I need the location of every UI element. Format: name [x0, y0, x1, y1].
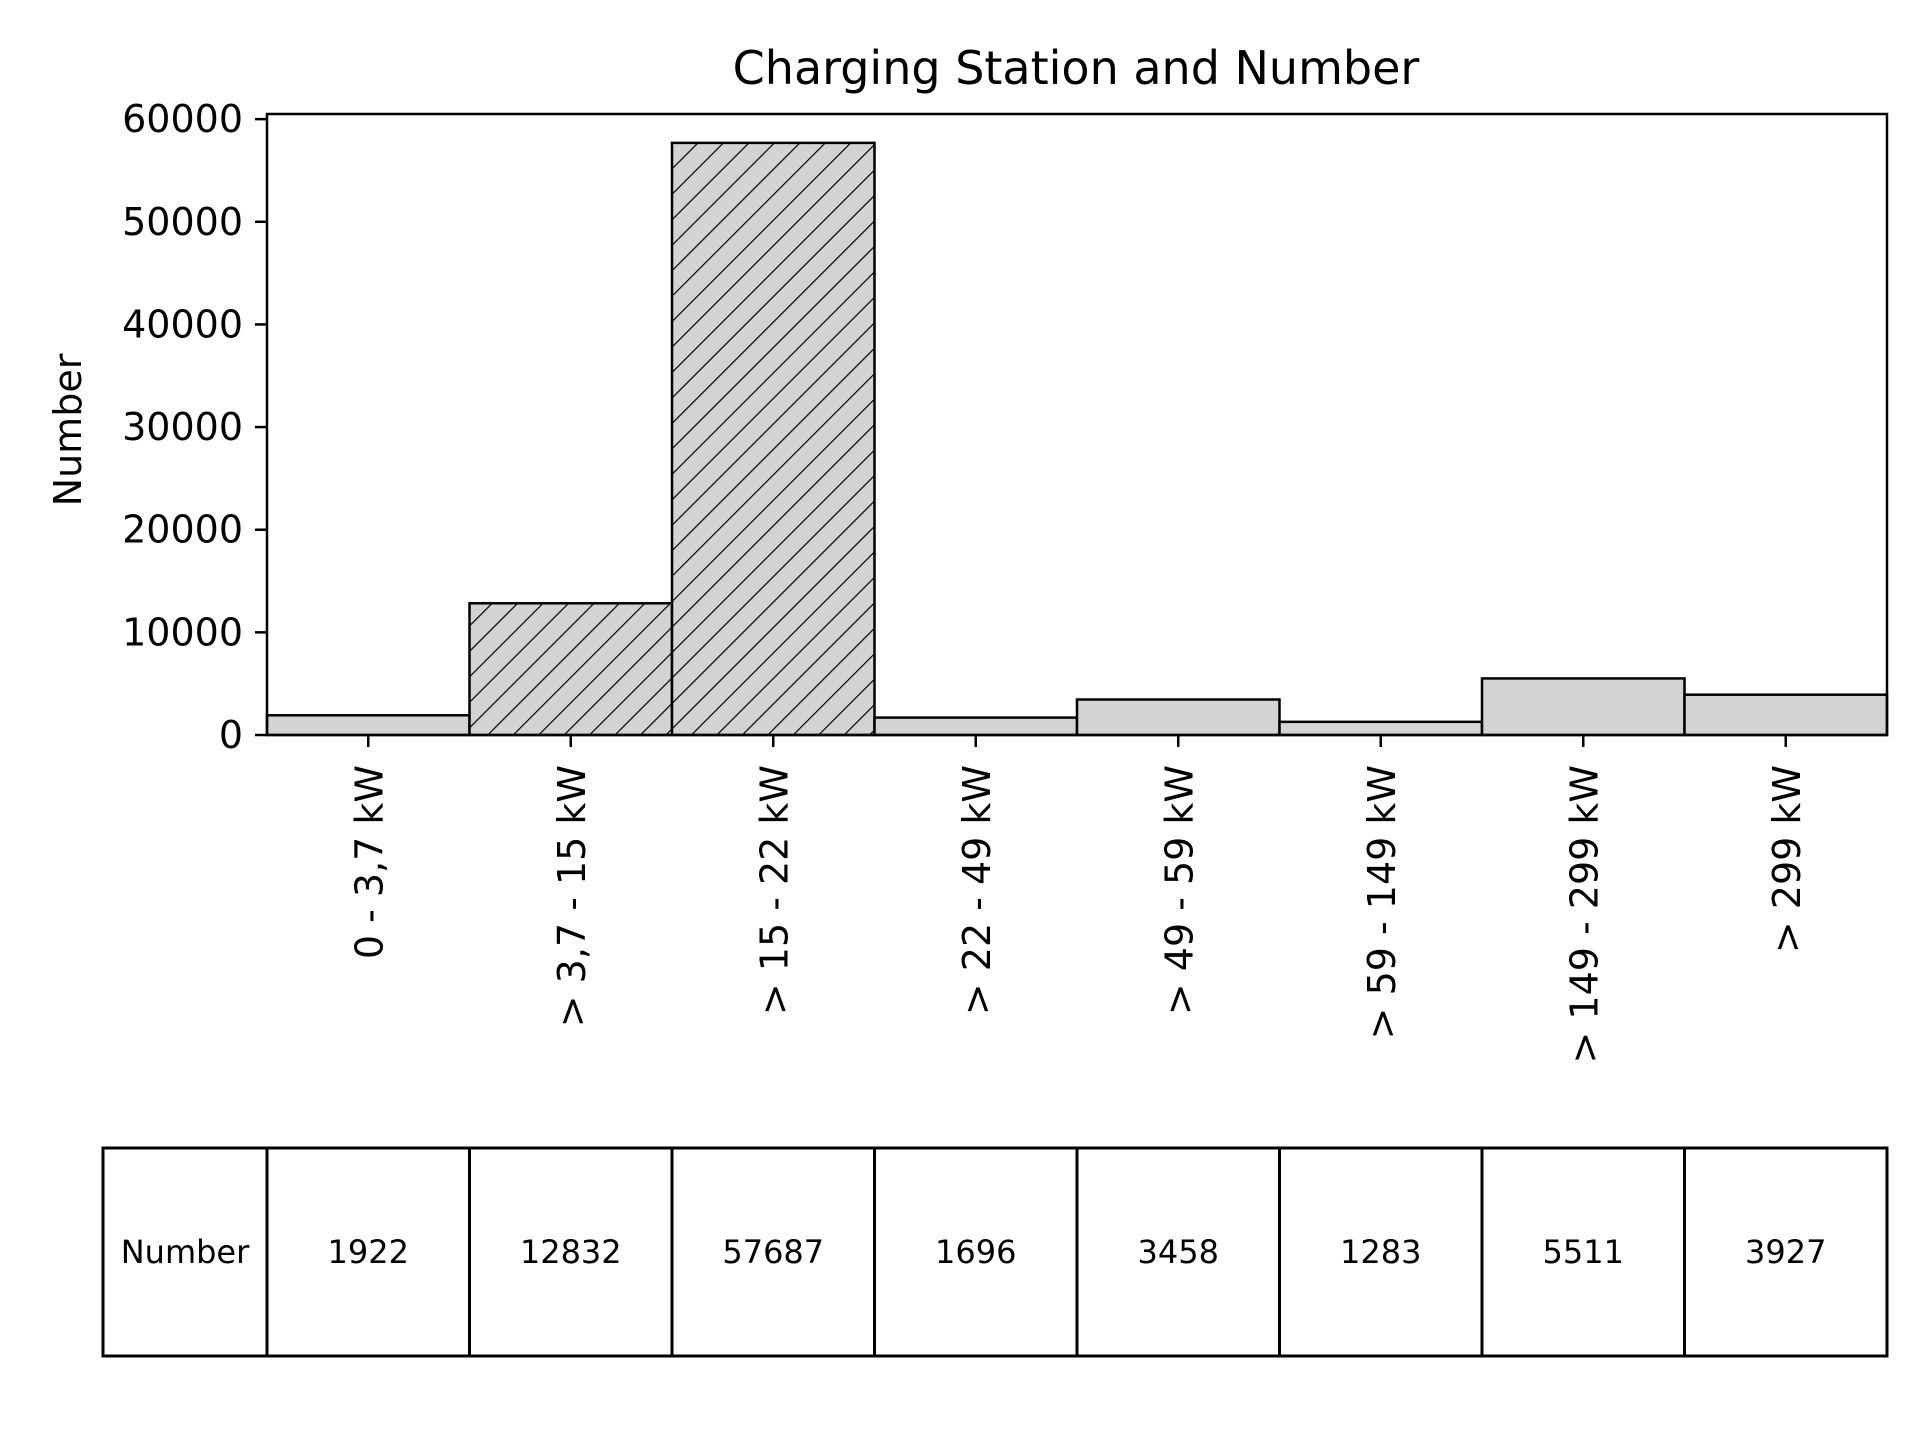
- x-tick-label: > 59 - 149 kW: [1360, 765, 1404, 1039]
- table-cell: 3458: [1138, 1233, 1219, 1271]
- x-axis: 0 - 3,7 kW > 3,7 - 15 kW > 15 - 22 kW > 22 …: [347, 735, 1809, 1064]
- table-cell: 5511: [1543, 1233, 1624, 1271]
- table-row-label: Number: [121, 1233, 250, 1271]
- table-frame: [101, 1146, 1889, 1358]
- bar-6: [1278, 720, 1484, 737]
- data-table: Number 1922 12832 57687 1696 3458 1283 5511 3927: [101, 1146, 1889, 1358]
- bar-2: [468, 602, 674, 737]
- bar-7: [1480, 677, 1686, 737]
- bar-8: [1683, 693, 1889, 737]
- x-tick-label: 0 - 3,7 kW: [347, 765, 391, 959]
- y-tick-label: 50000: [122, 200, 243, 244]
- y-tick-label: 60000: [122, 97, 243, 141]
- x-tick-label: > 299 kW: [1765, 765, 1809, 953]
- bar-3: [670, 141, 876, 737]
- y-tick-label: 30000: [122, 405, 243, 449]
- y-axis-label: Number: [46, 353, 90, 506]
- table-cell: 3927: [1745, 1233, 1826, 1271]
- plot-frame: [265, 112, 1889, 737]
- bar-1: [265, 714, 471, 737]
- x-tick-label: > 3,7 - 15 kW: [550, 765, 594, 1027]
- x-tick-label: > 15 - 22 kW: [752, 765, 796, 1015]
- bar-5: [1075, 698, 1281, 737]
- table-cell: 1922: [328, 1233, 409, 1271]
- bar-4: [873, 716, 1079, 737]
- table-cell: 12832: [520, 1233, 622, 1271]
- table-cell: 1696: [935, 1233, 1016, 1271]
- chart-title: Charging Station and Number: [733, 41, 1420, 95]
- y-axis: 0 10000 20000 30000 40000 50000 60000: [122, 97, 267, 757]
- table-cell: 57687: [722, 1233, 824, 1271]
- x-tick-label: > 22 - 49 kW: [955, 765, 999, 1015]
- x-tick-label: > 49 - 59 kW: [1157, 765, 1201, 1015]
- y-tick-label: 40000: [122, 302, 243, 346]
- table-cell: 1283: [1340, 1233, 1421, 1271]
- y-tick-label: 20000: [122, 508, 243, 552]
- y-tick-label: 0: [219, 713, 243, 757]
- x-tick-label: > 149 - 299 kW: [1562, 765, 1606, 1064]
- bars-group: [265, 141, 1889, 737]
- y-tick-label: 10000: [122, 610, 243, 654]
